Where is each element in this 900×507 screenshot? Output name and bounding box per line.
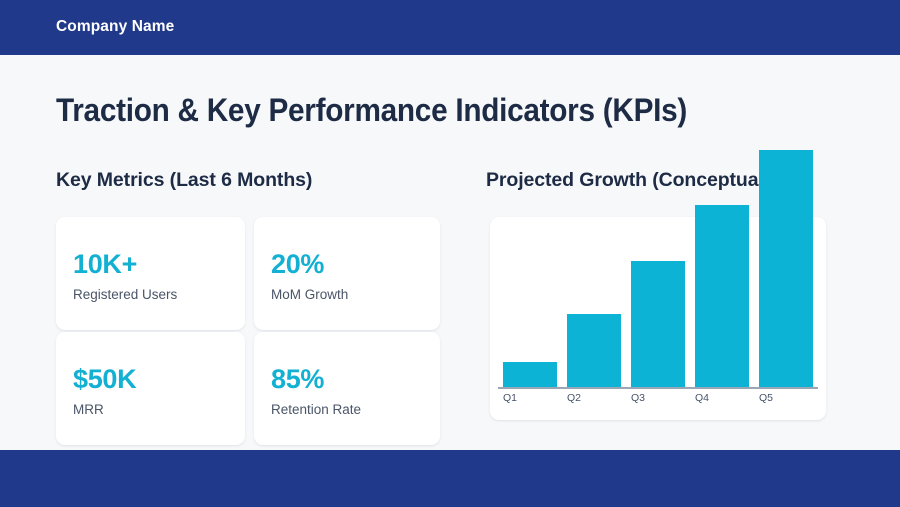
metric-value: 10K+ bbox=[73, 249, 138, 279]
bar-q4 bbox=[695, 204, 749, 387]
bar-label-q3: Q3 bbox=[631, 392, 646, 404]
bar-label-q5: Q5 bbox=[759, 392, 774, 404]
metric-card-mom-growth: 20% MoM Growth bbox=[254, 217, 440, 330]
metric-value: $50K bbox=[73, 364, 137, 394]
bar-q2 bbox=[567, 314, 621, 387]
metric-label: MoM Growth bbox=[271, 287, 349, 302]
section-heading-projected-growth: Projected Growth (Conceptual) bbox=[486, 169, 771, 191]
metric-label: Retention Rate bbox=[271, 402, 362, 417]
metric-label: MRR bbox=[73, 402, 104, 417]
bar-q3 bbox=[631, 260, 685, 387]
chart-baseline-axis bbox=[498, 387, 818, 389]
metric-card-mrr: $50K MRR bbox=[56, 332, 245, 445]
metric-card-registered-users: 10K+ Registered Users bbox=[56, 217, 245, 330]
bar-label-q2: Q2 bbox=[567, 392, 582, 404]
projected-growth-bar-chart: Q1 Q2 Q3 Q4 Q5 bbox=[490, 150, 826, 420]
page-title: Traction & Key Performance Indicators (K… bbox=[56, 92, 688, 128]
metric-value: 20% bbox=[271, 249, 325, 279]
bar-label-q1: Q1 bbox=[503, 392, 518, 404]
metric-value: 85% bbox=[271, 364, 325, 394]
slide-footer-bar: 6 bbox=[0, 450, 900, 507]
slide-header-bar: Company Name bbox=[0, 0, 900, 55]
bar-q5 bbox=[759, 150, 813, 387]
key-metrics-grid: 10K+ Registered Users 20% MoM Growth $50… bbox=[56, 217, 440, 445]
section-heading-key-metrics: Key Metrics (Last 6 Months) bbox=[56, 169, 313, 191]
bar-series: Q1 Q2 Q3 Q4 Q5 bbox=[498, 150, 818, 404]
bar-q1 bbox=[503, 362, 557, 387]
metric-card-retention-rate: 85% Retention Rate bbox=[254, 332, 440, 445]
company-name: Company Name bbox=[56, 18, 175, 35]
bar-label-q4: Q4 bbox=[695, 392, 710, 404]
metric-label: Registered Users bbox=[73, 287, 178, 302]
